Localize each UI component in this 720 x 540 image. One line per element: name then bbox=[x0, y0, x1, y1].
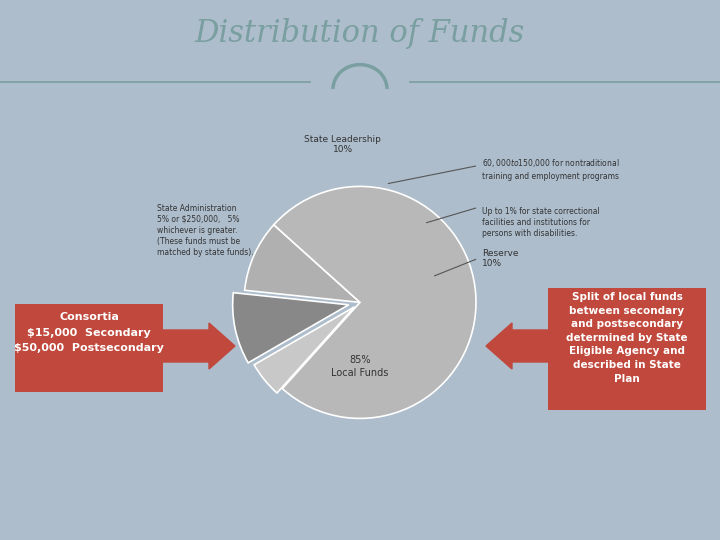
Text: State Leadership
10%: State Leadership 10% bbox=[304, 134, 381, 154]
Text: $60,000 to $150,000 for nontraditional
training and employment programs: $60,000 to $150,000 for nontraditional t… bbox=[482, 157, 619, 180]
Text: Distribution of Funds: Distribution of Funds bbox=[195, 18, 525, 49]
Wedge shape bbox=[274, 186, 476, 418]
Ellipse shape bbox=[333, 65, 387, 113]
Text: Reserve
10%: Reserve 10% bbox=[482, 248, 518, 268]
Text: Split of local funds
between secondary
and postsecondary
determined by State
Eli: Split of local funds between secondary a… bbox=[566, 292, 688, 383]
FancyBboxPatch shape bbox=[15, 304, 163, 392]
FancyArrow shape bbox=[486, 323, 558, 369]
Text: Up to 1% for state correctional
facilities and institutions for
persons with dis: Up to 1% for state correctional faciliti… bbox=[482, 207, 600, 239]
Wedge shape bbox=[233, 293, 348, 363]
Text: Consortia
$15,000  Secondary
$50,000  Postsecondary: Consortia $15,000 Secondary $50,000 Post… bbox=[14, 312, 164, 353]
FancyArrow shape bbox=[163, 323, 235, 369]
Wedge shape bbox=[245, 225, 360, 302]
Wedge shape bbox=[254, 307, 354, 393]
FancyBboxPatch shape bbox=[548, 288, 706, 410]
Text: 85%
Local Funds: 85% Local Funds bbox=[331, 355, 389, 378]
Text: State Administration
5% or $250,000,   5%
whichever is greater.
(These funds mus: State Administration 5% or $250,000, 5% … bbox=[157, 204, 253, 257]
